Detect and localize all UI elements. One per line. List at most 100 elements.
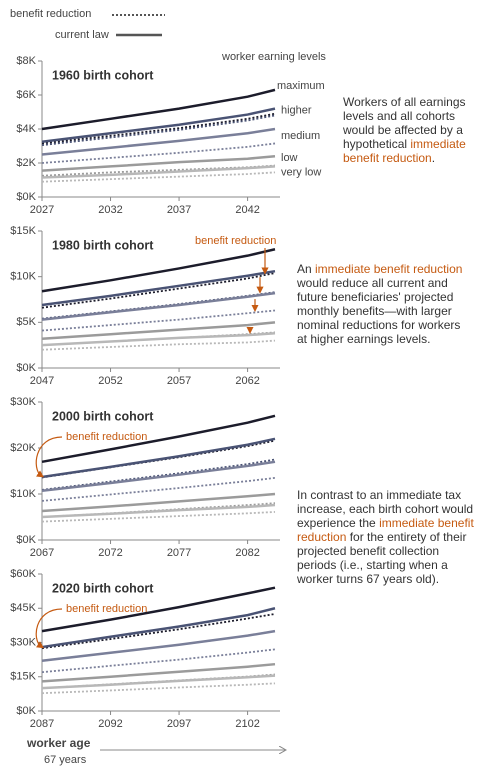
line-series xyxy=(41,332,276,347)
note-text: for the entirety of their projected bene… xyxy=(297,530,467,586)
x-axis-subtitle: 67 years xyxy=(44,754,87,766)
line-series xyxy=(41,613,276,650)
note-text: An xyxy=(297,262,316,276)
line-series xyxy=(41,321,276,341)
x-tick-label: 2037 xyxy=(167,204,191,216)
note-text: . xyxy=(431,151,436,165)
line-series xyxy=(41,88,276,131)
panel-title: 2020 birth cohort xyxy=(52,581,154,595)
panel-title: 1960 birth cohort xyxy=(52,68,154,82)
y-tick-label: $15K xyxy=(10,671,36,683)
line-series xyxy=(41,269,276,307)
line-series xyxy=(41,458,276,491)
y-tick-label: $0K xyxy=(16,362,36,374)
annotation: benefit reduction xyxy=(66,431,147,443)
line-series xyxy=(41,112,276,145)
x-tick-label: 2057 xyxy=(167,375,191,387)
line-series xyxy=(41,511,276,523)
x-tick-label: 2052 xyxy=(98,375,122,387)
line-series xyxy=(41,272,276,309)
y-tick-label: $6K xyxy=(16,89,36,101)
y-tick-label: $30K xyxy=(10,396,36,408)
line-series xyxy=(41,674,276,690)
note: Workers of all earnings levels and all c… xyxy=(343,95,471,165)
line-series xyxy=(41,414,276,464)
series-label: higher xyxy=(281,105,312,117)
panel-title: 1980 birth cohort xyxy=(52,238,154,252)
x-tick-label: 2047 xyxy=(30,375,54,387)
series-label: maximum xyxy=(277,80,325,92)
line-series xyxy=(41,682,276,695)
x-tick-label: 2027 xyxy=(30,204,54,216)
x-axis-title: worker age xyxy=(26,736,91,750)
line-series xyxy=(41,662,276,683)
note-text: immediate benefit reduction xyxy=(297,516,474,544)
y-tick-label: $4K xyxy=(16,123,36,135)
line-series xyxy=(41,503,276,519)
y-tick-label: $45K xyxy=(10,602,36,614)
y-tick-label: $8K xyxy=(16,55,36,67)
x-tick-label: 2097 xyxy=(167,718,191,730)
line-series xyxy=(41,165,276,179)
panel-title: 2000 birth cohort xyxy=(52,409,154,423)
note-text: In contrast to an immediate tax increase… xyxy=(297,488,474,530)
line-series xyxy=(41,114,276,147)
legend-label: benefit reduction xyxy=(10,8,91,20)
line-series xyxy=(41,586,276,633)
x-tick-label: 2087 xyxy=(30,718,54,730)
line-series xyxy=(41,437,276,479)
y-tick-label: $60K xyxy=(10,568,36,580)
annotation: benefit reduction xyxy=(195,235,276,247)
series-label: very low xyxy=(281,166,321,178)
y-tick-label: $0K xyxy=(16,191,36,203)
x-tick-label: 2102 xyxy=(235,718,259,730)
line-series xyxy=(41,492,276,513)
line-series xyxy=(41,309,276,332)
y-tick-label: $30K xyxy=(10,636,36,648)
annotation: benefit reduction xyxy=(66,603,147,615)
y-tick-label: $0K xyxy=(16,705,36,717)
line-series xyxy=(41,339,276,351)
y-tick-label: $15K xyxy=(10,225,36,237)
y-tick-label: $10K xyxy=(10,271,36,283)
x-tick-label: 2032 xyxy=(98,204,122,216)
x-tick-label: 2072 xyxy=(98,547,122,559)
line-series xyxy=(41,127,276,156)
x-tick-label: 2082 xyxy=(235,547,259,559)
line-series xyxy=(41,629,276,663)
y-tick-label: $5K xyxy=(16,316,36,328)
line-series xyxy=(41,607,276,649)
y-tick-label: $20K xyxy=(10,442,36,454)
line-series xyxy=(41,248,276,293)
line-series xyxy=(41,477,276,502)
levels-title: worker earning levels xyxy=(221,51,326,63)
line-series xyxy=(41,164,276,177)
series-label: medium xyxy=(281,130,320,142)
note-text: immediate benefit reduction xyxy=(315,262,463,276)
note: An immediate benefit reduction would red… xyxy=(297,262,469,346)
y-tick-label: $2K xyxy=(16,157,36,169)
legend-label: current law xyxy=(55,29,109,41)
annotation-arrow xyxy=(35,436,63,478)
series-label: low xyxy=(281,152,298,164)
note-text: immediate benefit reduction xyxy=(343,137,466,165)
note: In contrast to an immediate tax increase… xyxy=(297,488,475,586)
y-tick-label: $0K xyxy=(16,534,36,546)
x-tick-label: 2067 xyxy=(30,547,54,559)
x-tick-label: 2062 xyxy=(235,375,259,387)
note-text: would reduce all current and future bene… xyxy=(297,276,461,346)
line-series xyxy=(41,154,276,172)
line-series xyxy=(41,142,276,164)
x-tick-label: 2042 xyxy=(235,204,259,216)
line-series xyxy=(41,291,276,321)
line-series xyxy=(41,107,276,143)
line-series xyxy=(41,171,276,183)
line-series xyxy=(41,460,276,493)
line-series xyxy=(41,439,276,479)
x-tick-label: 2092 xyxy=(98,718,122,730)
note-text: Workers of all earnings levels and all c… xyxy=(343,95,466,151)
y-tick-label: $10K xyxy=(10,488,36,500)
x-tick-label: 2077 xyxy=(167,547,191,559)
